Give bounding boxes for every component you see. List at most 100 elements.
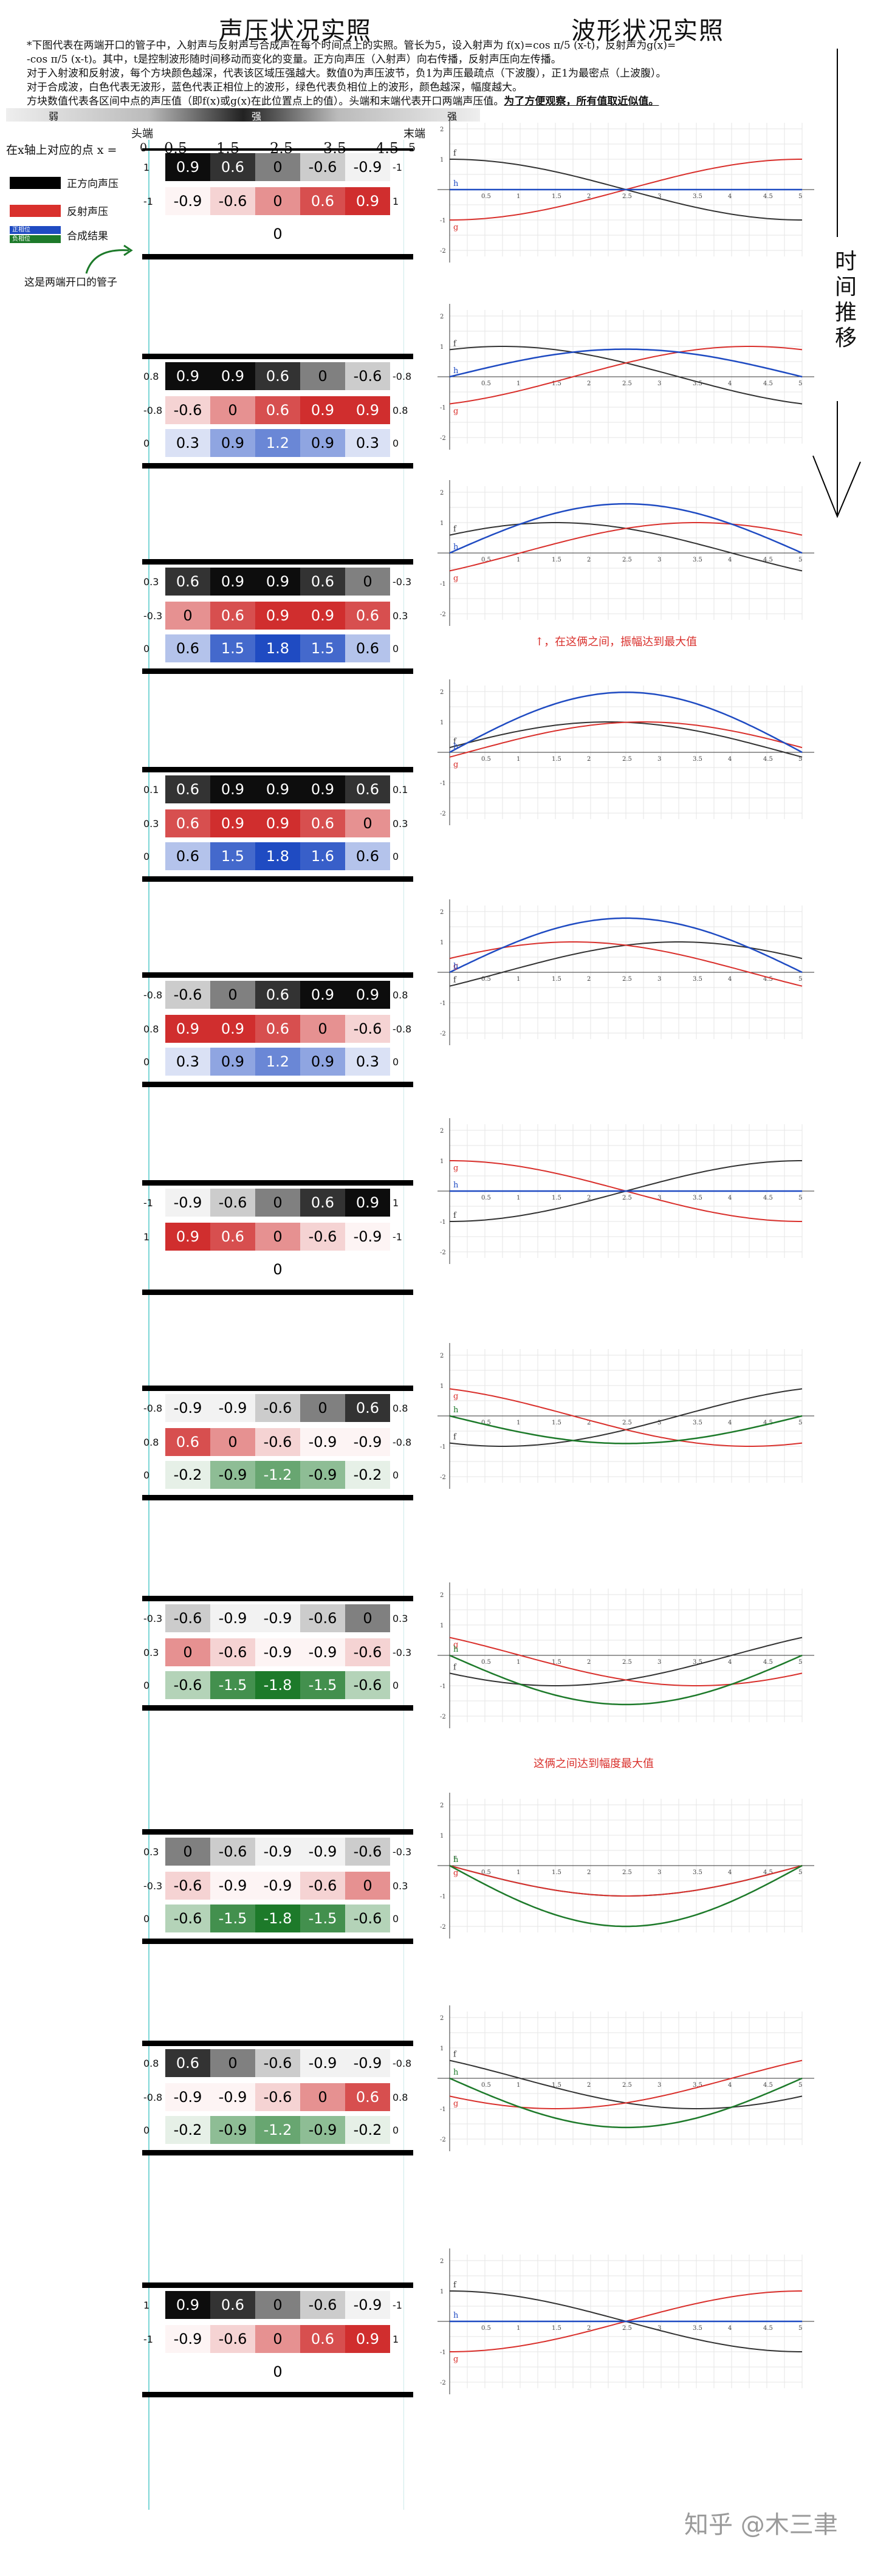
incident-cell: -0.6 — [210, 1838, 255, 1866]
x-tick-label: 4.5 — [763, 557, 773, 563]
result-cell: -1.5 — [300, 1905, 345, 1932]
incident-cell: -0.9 — [300, 1838, 345, 1866]
incident-cell: 0.9 — [210, 362, 255, 390]
pipe-bar-top — [142, 1829, 413, 1835]
incident-cell: 0.9 — [165, 153, 210, 181]
incident-cell: -0.6 — [345, 1838, 390, 1866]
reflected-cell: 0.6 — [345, 2083, 390, 2111]
incident-cell: 0 — [300, 362, 345, 390]
incident-head-value: -0.8 — [143, 989, 163, 1001]
f-label: f — [453, 2050, 457, 2059]
red-swatch — [10, 204, 61, 217]
y-tick-label: 1 — [440, 157, 444, 163]
reflected-cell: 0.6 — [300, 187, 345, 215]
pipe-bar-top — [142, 972, 413, 978]
incident-cell: -0.6 — [300, 153, 345, 181]
x-tick-label: 1 — [516, 1420, 520, 1426]
incident-cell: -0.9 — [165, 1394, 210, 1422]
pipe-bar — [142, 2150, 413, 2155]
x-tick-label: 3 — [657, 976, 661, 983]
reflected-cell: 0.6 — [255, 1015, 300, 1043]
incident-cell: -0.9 — [300, 2049, 345, 2077]
guide-line-tail — [403, 140, 404, 2510]
reflected-cell: -0.6 — [165, 396, 210, 424]
reflected-head-value: 1 — [143, 1231, 150, 1243]
note-max-blue: ↑，在这俩之间，振幅达到最大值 — [535, 636, 698, 648]
reflected-cell: 0 — [210, 1428, 255, 1456]
result-wave — [449, 2077, 803, 2129]
reflected-wave — [449, 721, 803, 758]
incident-cell: 0.6 — [210, 2291, 255, 2319]
incident-tail-value: -0.3 — [393, 1846, 412, 1858]
incident-cell: 0 — [210, 2049, 255, 2077]
incident-cell: -0.9 — [345, 153, 390, 181]
y-tick-label: 2 — [440, 490, 444, 496]
reflected-cell: 0.9 — [345, 2325, 390, 2353]
reflected-cell: 0.9 — [300, 602, 345, 630]
x-tick-label: 1.5 — [552, 1420, 561, 1426]
reflected-head-value: -1 — [143, 2334, 153, 2345]
result-head-value: 0 — [143, 1469, 150, 1481]
x-tick-label: 3 — [657, 380, 661, 387]
x-tick-label: 2.5 — [622, 193, 632, 200]
incident-cell: 0.6 — [300, 1189, 345, 1217]
result-wave — [449, 503, 803, 554]
f-label: f — [453, 1211, 457, 1220]
incident-head-value: 1 — [143, 162, 150, 173]
reflected-head-value: -0.3 — [143, 1880, 163, 1892]
x-tick-label: 2 — [587, 557, 591, 563]
reflected-head-value: -1 — [143, 196, 153, 207]
x-tick-label: 5 — [798, 1420, 802, 1426]
h-label: h — [453, 1855, 459, 1864]
x-tick-label: 3.5 — [693, 557, 702, 563]
y-tick-label: -2 — [440, 2137, 446, 2143]
x-tick-label: 5 — [798, 1869, 802, 1876]
incident-tail-value: -0.8 — [393, 2058, 412, 2069]
y-tick-label: -2 — [440, 611, 446, 618]
reflected-cell: -0.6 — [165, 1872, 210, 1900]
neg-phase-swatch: 负相位 — [10, 235, 61, 243]
y-tick-label: 2 — [440, 126, 444, 133]
reflected-tail-value: -0.3 — [393, 1647, 412, 1658]
x-tick-label: 3 — [657, 2325, 661, 2332]
pipe-note: 这是两端开口的管子 — [24, 276, 117, 289]
result-cell: 0.6 — [165, 842, 210, 870]
incident-cell: 0.9 — [165, 362, 210, 390]
result-cell: 0.6 — [345, 842, 390, 870]
result-cell: -0.2 — [165, 1461, 210, 1489]
incident-head-value: -0.3 — [143, 1613, 163, 1624]
result-cell: -0.6 — [345, 1905, 390, 1932]
result-cell: 0.9 — [300, 1048, 345, 1076]
incident-cell: 0 — [210, 981, 255, 1009]
y-tick-label: -1 — [440, 780, 446, 787]
x-tick-label: 4 — [728, 380, 732, 387]
result-cell: -1.2 — [255, 2116, 300, 2144]
x-tick-label: 1.5 — [552, 1869, 561, 1876]
x-tick-label: 2 — [587, 2325, 591, 2332]
incident-cell: 0.6 — [165, 568, 210, 596]
y-tick-label: -2 — [440, 1031, 446, 1037]
incident-cell: 0.9 — [165, 2291, 210, 2319]
scale-low: 弱 — [49, 111, 59, 122]
pipe-bar-top — [142, 148, 413, 151]
pipe-bar — [142, 1082, 413, 1087]
incident-cell: 0.6 — [255, 981, 300, 1009]
reflected-cell: -0.6 — [255, 2083, 300, 2111]
x-tick-label: 4.5 — [763, 756, 773, 763]
x-tick-label: 3 — [657, 1659, 661, 1666]
reflected-cell: 0.9 — [210, 1015, 255, 1043]
incident-head-value: 0.8 — [143, 371, 159, 382]
reflected-tail-value: 1 — [393, 2334, 399, 2345]
tail-label: 末端 — [403, 128, 425, 140]
x-tick-label: 1.5 — [552, 756, 561, 763]
result-cell: 1.2 — [255, 429, 300, 457]
x-tick-label: 1.5 — [552, 1195, 561, 1201]
pipe-bar — [142, 1705, 413, 1711]
reflected-cell: 0 — [165, 602, 210, 630]
description: *下图代表在两端开口的管子中，入射声与反射声与合成声在每个时间点上的实照。管长为… — [27, 39, 829, 109]
reflected-cell: 0.9 — [255, 809, 300, 837]
x-tick-label: 4 — [728, 1869, 732, 1876]
incident-tail-value: 0.1 — [393, 784, 408, 795]
